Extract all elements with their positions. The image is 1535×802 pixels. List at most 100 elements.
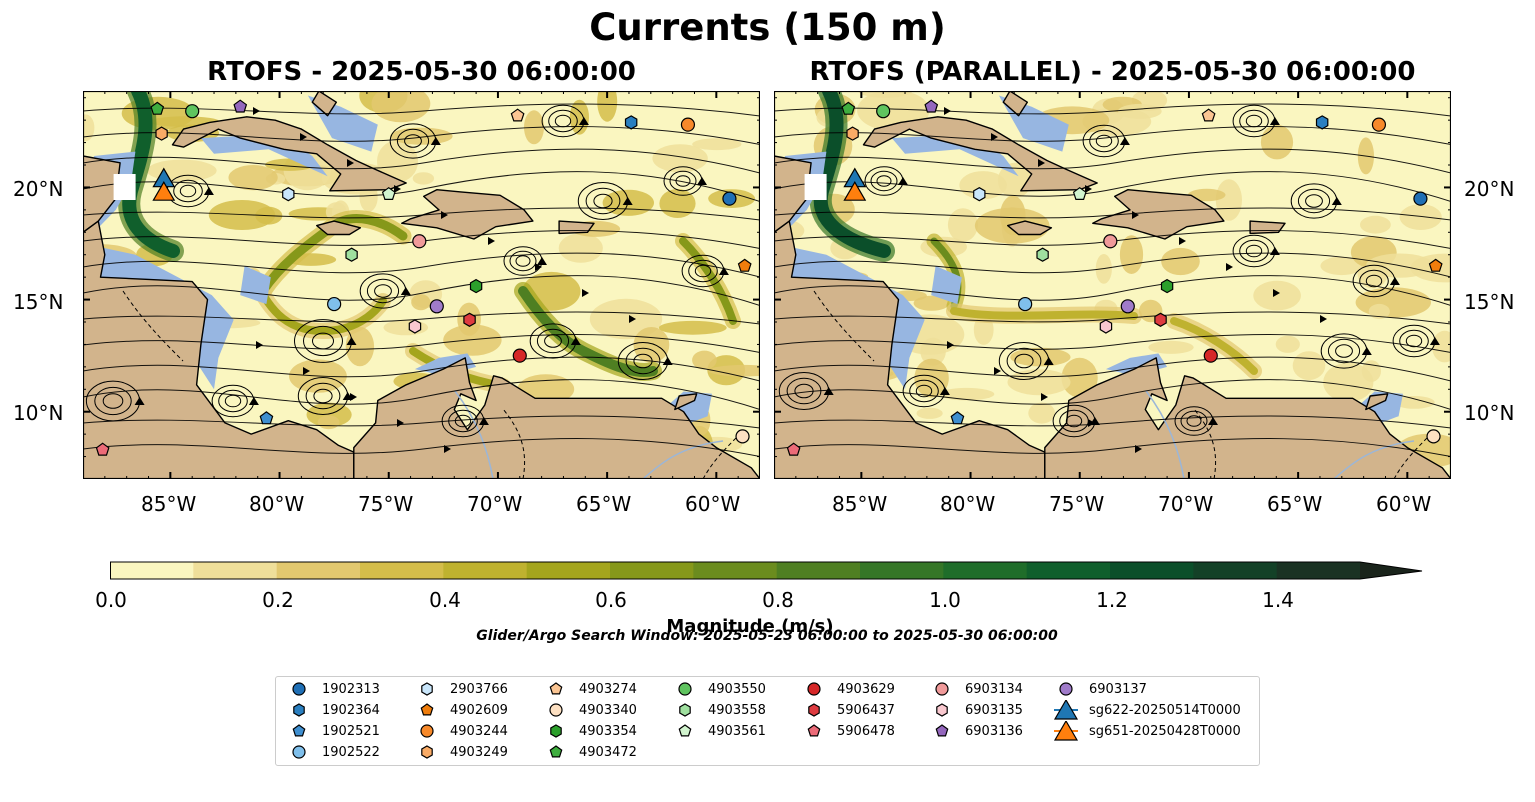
colorbar-tick-3: 0.6: [595, 588, 627, 612]
lon-tick-right-60: 60°W: [1376, 492, 1432, 516]
platform-marker-4903561[interactable]: [381, 186, 396, 201]
legend-item-1902313: 1902313: [286, 679, 380, 699]
lon-tick-right-65: 65°W: [1267, 492, 1323, 516]
platform-marker-4903550[interactable]: [876, 104, 891, 119]
legend-item-4903561: 4903561: [672, 721, 766, 741]
legend-item-1902364: 1902364: [286, 700, 380, 720]
map-panel-right[interactable]: [774, 91, 1451, 479]
legend-label: 5906437: [837, 702, 895, 718]
pentagon-marker-icon: [543, 742, 569, 762]
platform-marker-6903136[interactable]: [924, 99, 939, 113]
platform-marker-4902609[interactable]: [737, 258, 752, 272]
legend-label: 1902364: [322, 702, 380, 718]
platform-marker-6903135[interactable]: [408, 319, 422, 334]
platform-marker-2903766[interactable]: [973, 187, 986, 202]
hexagon-marker-icon: [929, 700, 955, 720]
platform-marker-4903249[interactable]: [155, 126, 168, 141]
triangle-marker-icon: [1053, 700, 1079, 720]
platform-marker-4903249[interactable]: [846, 126, 859, 141]
search-window-text: Glider/Argo Search Window: 2025-05-23 06…: [476, 628, 1058, 644]
legend-label: 2903766: [450, 681, 508, 697]
platform-marker-4903340[interactable]: [735, 429, 750, 444]
platform-marker-4903629[interactable]: [1203, 348, 1218, 363]
platform-marker-6903137[interactable]: [429, 299, 444, 314]
platform-marker-2903766[interactable]: [282, 187, 295, 202]
legend-label: 1902521: [322, 723, 380, 739]
map-panel-left[interactable]: [83, 91, 760, 479]
platform-marker-6903134[interactable]: [1103, 234, 1118, 249]
platform-marker-1902313[interactable]: [722, 191, 737, 206]
lat-tick-left-15: 15°N: [13, 290, 64, 314]
legend-item-6903135: 6903135: [929, 700, 1023, 720]
circle-marker-icon: [1053, 679, 1079, 699]
legend-label: 6903137: [1089, 681, 1147, 697]
pentagon-marker-icon: [414, 700, 440, 720]
hexagon-marker-icon: [414, 679, 440, 699]
legend-item-4903274: 4903274: [543, 679, 637, 699]
platform-marker-4903244[interactable]: [1371, 117, 1387, 132]
platform-marker-4903550[interactable]: [185, 104, 200, 119]
legend-label: sg622-20250514T0000: [1089, 702, 1241, 718]
platform-marker-4903561[interactable]: [1072, 186, 1087, 201]
legend-item-sg622-20250514T0000: sg622-20250514T0000: [1053, 700, 1241, 720]
legend-item-6903134: 6903134: [929, 679, 1023, 699]
legend-label: 4903561: [708, 723, 766, 739]
legend-item-1902521: 1902521: [286, 721, 380, 741]
panel-title-right: RTOFS (PARALLEL) - 2025-05-30 06:00:00: [809, 57, 1416, 87]
platform-marker-4903472[interactable]: [841, 101, 856, 115]
platform-marker-5906478[interactable]: [786, 442, 801, 456]
platform-marker-6903134[interactable]: [412, 234, 427, 249]
platform-marker-4903340[interactable]: [1426, 429, 1441, 444]
circle-marker-icon: [801, 679, 827, 699]
figure-title: Currents (150 m): [589, 6, 946, 49]
platform-marker-sg651-20250428T0000[interactable]: [843, 181, 867, 201]
platform-marker-4903558[interactable]: [345, 247, 358, 262]
lat-tick-left-10: 10°N: [13, 401, 64, 425]
legend-item-4903472: 4903472: [543, 742, 637, 762]
platform-marker-1902521[interactable]: [259, 411, 274, 425]
hexagon-marker-icon: [543, 721, 569, 741]
triangle-marker-icon: [1053, 721, 1079, 741]
platform-marker-1902522[interactable]: [327, 296, 342, 312]
platform-marker-4903472[interactable]: [150, 101, 165, 115]
platform-marker-6903136[interactable]: [233, 99, 248, 113]
platform-marker-4903629[interactable]: [512, 348, 527, 363]
colorbar-tick-7: 1.4: [1262, 588, 1294, 612]
platform-marker-6903135[interactable]: [1099, 319, 1113, 334]
platform-marker-5906437[interactable]: [463, 312, 476, 327]
hexagon-marker-icon: [286, 700, 312, 720]
circle-marker-icon: [286, 742, 312, 762]
platform-marker-1902364[interactable]: [624, 115, 638, 130]
legend-label: 4903244: [450, 723, 508, 739]
platform-marker-4903558[interactable]: [1036, 247, 1049, 262]
lat-tick-left-20: 20°N: [13, 177, 64, 201]
circle-marker-icon: [672, 679, 698, 699]
legend-item-4903629: 4903629: [801, 679, 895, 699]
legend-label: 6903136: [965, 723, 1023, 739]
platform-marker-4903274[interactable]: [510, 108, 525, 122]
platform-marker-6903137[interactable]: [1120, 299, 1135, 314]
platform-marker-5906478[interactable]: [95, 442, 110, 456]
platform-marker-4903354[interactable]: [469, 278, 483, 294]
legend-label: 1902313: [322, 681, 380, 697]
legend-item-4903244: 4903244: [414, 721, 508, 741]
platform-marker-4903244[interactable]: [680, 117, 696, 132]
colorbar-tick-6: 1.2: [1096, 588, 1128, 612]
legend-item-4903354: 4903354: [543, 721, 637, 741]
platform-marker-1902364[interactable]: [1315, 115, 1329, 130]
platform-marker-4902609[interactable]: [1428, 258, 1443, 272]
platform-marker-4903354[interactable]: [1160, 278, 1174, 294]
platform-marker-1902522[interactable]: [1018, 296, 1033, 312]
colorbar-tick-1: 0.2: [262, 588, 294, 612]
platform-marker-sg651-20250428T0000[interactable]: [152, 181, 176, 201]
platform-marker-5906437[interactable]: [1154, 312, 1167, 327]
lon-tick-left-60: 60°W: [685, 492, 741, 516]
lon-tick-left-75: 75°W: [358, 492, 414, 516]
colorbar: [110, 561, 1430, 581]
platform-marker-4903274[interactable]: [1201, 108, 1216, 122]
legend-item-4903249: 4903249: [414, 742, 508, 762]
colorbar-label: Magnitude (m/s): [666, 616, 834, 637]
platform-marker-1902313[interactable]: [1413, 191, 1428, 206]
platform-marker-1902521[interactable]: [950, 411, 965, 425]
legend-item-sg651-20250428T0000: sg651-20250428T0000: [1053, 721, 1241, 741]
